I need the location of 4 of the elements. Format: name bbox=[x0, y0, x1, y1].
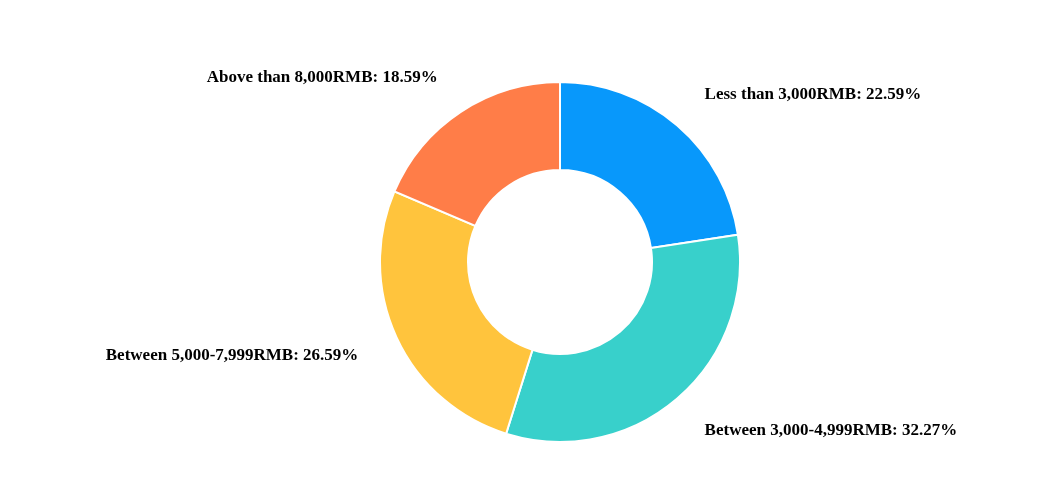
slice-label: Between 5,000-7,999RMB: 26.59% bbox=[105, 344, 359, 364]
slice-label: Above than 8,000RMB: 18.59% bbox=[206, 66, 438, 86]
slice-label: Less than 3,000RMB: 22.59% bbox=[704, 83, 922, 103]
slice-label: Between 3,000-4,999RMB: 32.27% bbox=[704, 420, 958, 440]
